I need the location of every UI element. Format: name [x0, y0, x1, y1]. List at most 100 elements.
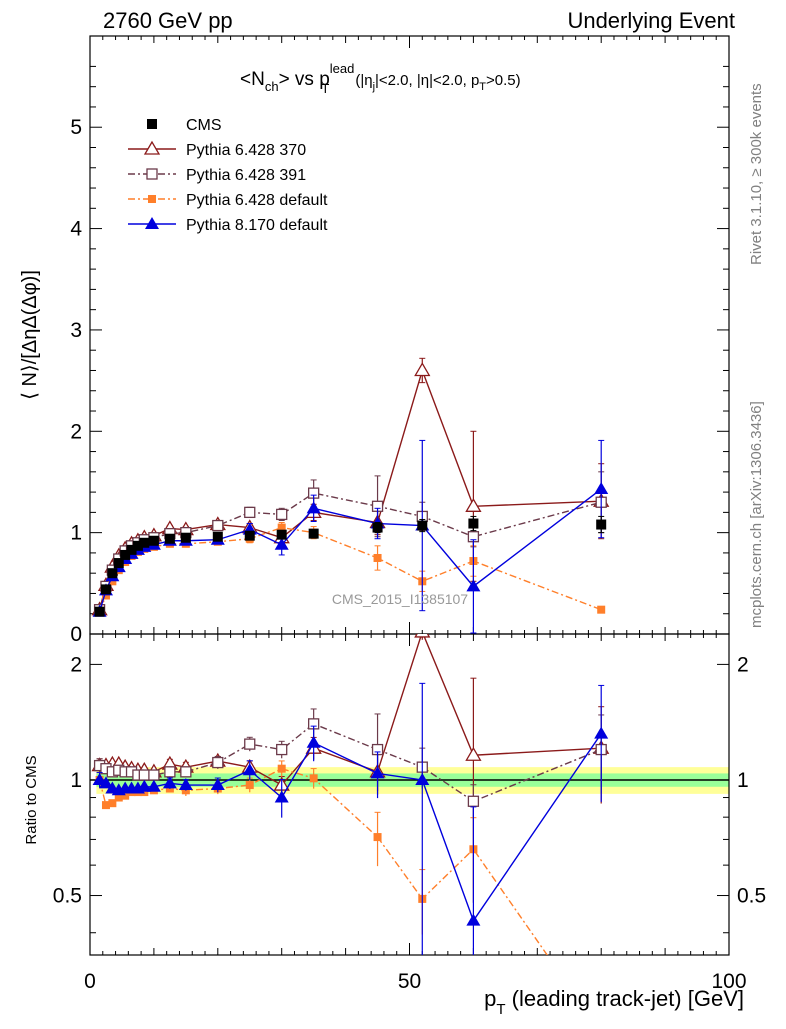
- legend-marker: [146, 168, 158, 180]
- header-left: 2760 GeV pp: [103, 8, 233, 33]
- main-point: [212, 531, 223, 542]
- ratio-point: [244, 738, 256, 750]
- main-point: [414, 362, 431, 377]
- main-y-tick-label: 4: [70, 218, 82, 241]
- legend-label: Pythia 6.428 default: [186, 192, 328, 209]
- main-point: [596, 519, 607, 530]
- main-point: [244, 506, 256, 519]
- main-title: <Nch> vs plead T (|ηj|<2.0, |η|<2.0, pT>0.…: [240, 61, 521, 96]
- main-point: [417, 520, 428, 531]
- main-series-pythia-6-428-370: [91, 357, 610, 616]
- ratio-point: [138, 769, 150, 781]
- ratio-y-tick-label: 1: [70, 769, 82, 792]
- side-label-top: Rivet 3.1.10, ≥ 300k events: [748, 83, 765, 265]
- ratio-panel-frame: 0 50 100 0.5 0.5 1 1 2 2: [53, 633, 766, 993]
- ratio-point: [309, 774, 318, 783]
- main-point: [306, 501, 321, 514]
- main-point: [164, 533, 175, 544]
- main-point: [94, 606, 105, 617]
- legend-entry-pythia-8-170-default: Pythia 8.170 default: [128, 217, 328, 234]
- legend-marker: [145, 217, 159, 229]
- legend-label: Pythia 6.428 370: [186, 142, 306, 159]
- ratio-point: [466, 913, 481, 926]
- ratio-y-tick-label: 2: [70, 653, 82, 676]
- ratio-point: [164, 766, 176, 778]
- main-point: [276, 529, 287, 540]
- ratio-point: [178, 778, 193, 791]
- main-point: [597, 605, 606, 614]
- x-tick-label: 50: [398, 970, 421, 993]
- ratio-point: [148, 769, 160, 781]
- main-point: [274, 537, 289, 550]
- main-point: [277, 523, 286, 532]
- main-series-cms: [94, 515, 607, 617]
- main-point: [101, 591, 110, 600]
- legend-entry-pythia-6-428-370: Pythia 6.428 370: [128, 140, 306, 159]
- ratio-point: [370, 766, 385, 779]
- legend: CMS Pythia 6.428 370 Pythia 6.428 391 Pythi…: [128, 117, 328, 234]
- ratio-point: [121, 791, 130, 800]
- ratio-line-pythia-6-428-370: [99, 634, 602, 786]
- legend-marker: [148, 195, 156, 203]
- main-point: [212, 519, 224, 532]
- x-tick-label: 100: [711, 970, 746, 993]
- ratio-point: [277, 764, 286, 773]
- ratio-y-tick-label-right: 0.5: [737, 885, 766, 908]
- main-y-axis-label: ⟨ N⟩/[ΔηΔ(Δφ)]: [19, 270, 41, 400]
- main-point: [107, 568, 118, 579]
- main-point: [126, 544, 137, 555]
- main-point: [276, 508, 288, 521]
- main-point: [113, 558, 124, 569]
- ratio-point: [467, 795, 480, 807]
- legend-marker: [147, 119, 157, 129]
- main-point: [139, 537, 150, 548]
- main-point: [468, 518, 479, 529]
- ratio-y-axis-label: Ratio to CMS: [23, 755, 40, 844]
- main-panel-frame: 0 1 2 3 4 5: [70, 35, 730, 646]
- ratio-point: [414, 634, 431, 638]
- ratio-point: [114, 793, 123, 802]
- ratio-point: [245, 781, 254, 790]
- ratio-point: [306, 735, 321, 748]
- ratio-y-tick-label: 0.5: [53, 885, 82, 908]
- main-point: [148, 535, 159, 546]
- x-axis-label: pT (leading track-jet) [GeV]: [484, 986, 744, 1018]
- main-point: [120, 549, 131, 560]
- ratio-point: [98, 776, 113, 789]
- main-point: [308, 528, 319, 539]
- ratio-point: [180, 766, 192, 778]
- main-point: [372, 522, 383, 533]
- main-point: [132, 540, 143, 551]
- main-y-tick-label: 0: [70, 623, 82, 646]
- ratio-point: [101, 801, 110, 810]
- ratio-point: [274, 790, 289, 803]
- main-point: [465, 498, 482, 512]
- ratio-series-pythia-8-170-default: [92, 682, 609, 955]
- ratio-series-pythia-6-428-default: [95, 760, 549, 955]
- main-line-pythia-6-428-370: [98, 368, 602, 610]
- main-y-tick-label: 1: [70, 522, 82, 545]
- x-tick-label: 0: [84, 970, 96, 993]
- side-label-bottom: mcplots.cern.ch [arXiv:1306.3436]: [748, 401, 765, 628]
- ratio-point: [212, 756, 224, 769]
- main-point: [180, 532, 191, 543]
- ratio-point: [137, 779, 152, 792]
- ratio-y-tick-label-right: 1: [737, 769, 749, 792]
- legend-entry-pythia-6-428-391: Pythia 6.428 391: [128, 167, 306, 184]
- main-point: [244, 530, 255, 541]
- ratio-point: [162, 776, 177, 789]
- analysis-watermark: CMS_2015_I1385107: [332, 591, 468, 607]
- ratio-point: [594, 726, 609, 739]
- ratio-point: [373, 833, 382, 842]
- ratio-point: [210, 778, 225, 791]
- ratio-point: [276, 743, 288, 756]
- legend-entry-cms: CMS: [147, 117, 222, 134]
- main-point: [594, 482, 609, 495]
- main-point: [466, 579, 481, 592]
- main-point: [108, 577, 117, 586]
- main-y-tick-label: 5: [70, 116, 82, 139]
- header-right: Underlying Event: [567, 8, 735, 33]
- legend-label: CMS: [186, 117, 222, 134]
- data-series: [91, 357, 610, 955]
- ratio-point: [242, 763, 257, 776]
